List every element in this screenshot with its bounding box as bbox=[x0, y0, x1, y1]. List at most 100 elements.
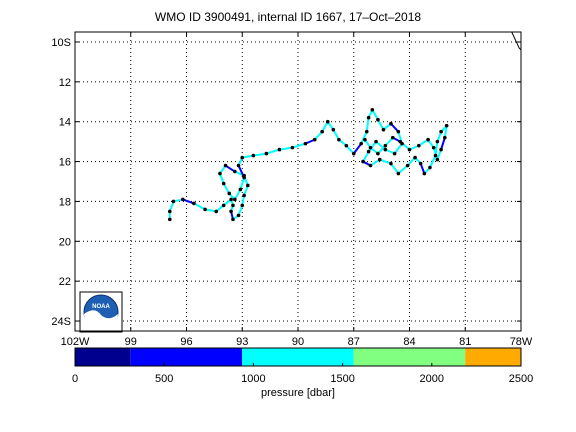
trajectory-segment bbox=[241, 154, 255, 159]
trajectory-segment bbox=[360, 130, 368, 145]
profile-point bbox=[203, 207, 207, 212]
profile-point bbox=[413, 155, 417, 160]
profile-point bbox=[426, 137, 430, 142]
profile-point bbox=[364, 129, 369, 134]
trajectory-segment bbox=[239, 176, 246, 191]
profile-point bbox=[242, 175, 246, 180]
profile-point bbox=[368, 145, 373, 150]
profile-point bbox=[389, 121, 393, 126]
profile-point bbox=[214, 209, 219, 214]
colorbar-tick-label: 0 bbox=[72, 373, 78, 385]
colorbar-label: pressure [dbar] bbox=[261, 387, 335, 399]
trajectory-segment bbox=[384, 136, 394, 147]
trajectory-segment bbox=[371, 108, 379, 121]
trajectory-segment bbox=[397, 164, 409, 175]
colorbar-tick-label: 500 bbox=[155, 373, 173, 385]
trajectory-segment bbox=[393, 142, 404, 155]
trajectory-segment bbox=[417, 138, 430, 147]
profile-point bbox=[377, 157, 382, 162]
profile-point bbox=[361, 159, 365, 164]
colorbar-tick-labels: 0 500 1000 1500 2000 2500 bbox=[72, 363, 533, 385]
trajectory-segment bbox=[345, 144, 355, 155]
profile-point bbox=[396, 171, 401, 176]
profile-point bbox=[303, 141, 308, 146]
profile-point bbox=[368, 163, 373, 168]
profile-point bbox=[407, 147, 412, 152]
trajectory-segment bbox=[321, 120, 329, 133]
profile-point bbox=[416, 143, 421, 148]
trajectory-segment bbox=[332, 128, 340, 141]
trajectory-segment bbox=[233, 188, 242, 201]
profile-point bbox=[227, 191, 232, 196]
lat-tick-label: 16 bbox=[59, 157, 71, 169]
profile-point bbox=[418, 161, 423, 166]
colorbar-tick-label: 1000 bbox=[241, 373, 265, 385]
profile-point bbox=[439, 147, 443, 152]
trajectory-segment bbox=[192, 202, 207, 211]
trajectory-segment bbox=[252, 152, 268, 157]
profile-point bbox=[405, 163, 410, 168]
profile-point bbox=[233, 169, 237, 174]
lon-tick-label: 90 bbox=[292, 336, 304, 348]
profile-point bbox=[242, 193, 246, 198]
lon-tick-labels: 102W 99 96 93 90 87 84 81 78W bbox=[61, 32, 533, 348]
profile-point bbox=[221, 181, 226, 186]
profile-point bbox=[240, 203, 245, 208]
trajectory-segment bbox=[265, 148, 281, 155]
profile-point bbox=[240, 155, 245, 160]
profile-point bbox=[223, 163, 228, 168]
trajectory-segment bbox=[428, 154, 437, 169]
lat-tick-label: 20 bbox=[59, 236, 71, 248]
profile-point bbox=[422, 171, 427, 176]
trajectory-segment bbox=[376, 118, 385, 131]
colorbar-bin bbox=[465, 348, 521, 366]
logo-wave bbox=[84, 310, 118, 331]
lat-tick-label: 22 bbox=[59, 276, 71, 288]
profile-point bbox=[431, 145, 436, 150]
profile-point bbox=[376, 151, 380, 156]
profile-point bbox=[383, 147, 388, 152]
profile-point bbox=[435, 157, 440, 162]
colorbar-bin bbox=[353, 348, 466, 366]
profile-point bbox=[251, 153, 256, 158]
lat-tick-label: 18 bbox=[59, 196, 71, 208]
profile-point bbox=[171, 199, 176, 204]
trajectory-segment bbox=[224, 164, 236, 173]
trajectory-segment bbox=[365, 116, 370, 133]
lon-tick-label: 99 bbox=[125, 336, 137, 348]
lon-tick-label: 84 bbox=[403, 336, 415, 348]
profile-point bbox=[221, 203, 226, 208]
profile-point bbox=[389, 161, 393, 166]
lon-tick-label: 102W bbox=[61, 336, 90, 348]
colorbar-bin bbox=[242, 348, 354, 366]
profile-point bbox=[366, 149, 371, 154]
trajectory-segment bbox=[406, 156, 417, 167]
profile-point bbox=[236, 213, 241, 218]
trajectory-segment bbox=[443, 124, 448, 139]
profile-point bbox=[231, 203, 235, 208]
colorbar-tick-label: 2500 bbox=[509, 373, 533, 385]
profile-point bbox=[229, 209, 233, 214]
trajectory-segment bbox=[181, 198, 195, 205]
trajectory-segment bbox=[389, 122, 400, 133]
colorbar-frame bbox=[74, 347, 522, 367]
profile-point bbox=[264, 151, 269, 156]
logo-text: NOAA bbox=[92, 304, 110, 310]
profile-point bbox=[396, 129, 401, 134]
profile-point bbox=[398, 139, 403, 144]
profile-point bbox=[167, 209, 172, 214]
profile-point bbox=[376, 117, 380, 122]
trajectory-segment bbox=[389, 162, 400, 175]
lat-tick-label: 14 bbox=[59, 117, 71, 129]
colorbar-bin bbox=[130, 348, 243, 366]
trajectory-segment bbox=[204, 208, 218, 213]
lon-tick-label: 93 bbox=[236, 336, 248, 348]
profile-point bbox=[236, 163, 241, 168]
profile-point bbox=[192, 201, 196, 206]
trajectory-segment bbox=[352, 142, 363, 155]
profile-point bbox=[443, 135, 447, 140]
profile-point bbox=[392, 151, 397, 156]
profile-point bbox=[344, 143, 349, 148]
lon-tick-label: 96 bbox=[180, 336, 192, 348]
